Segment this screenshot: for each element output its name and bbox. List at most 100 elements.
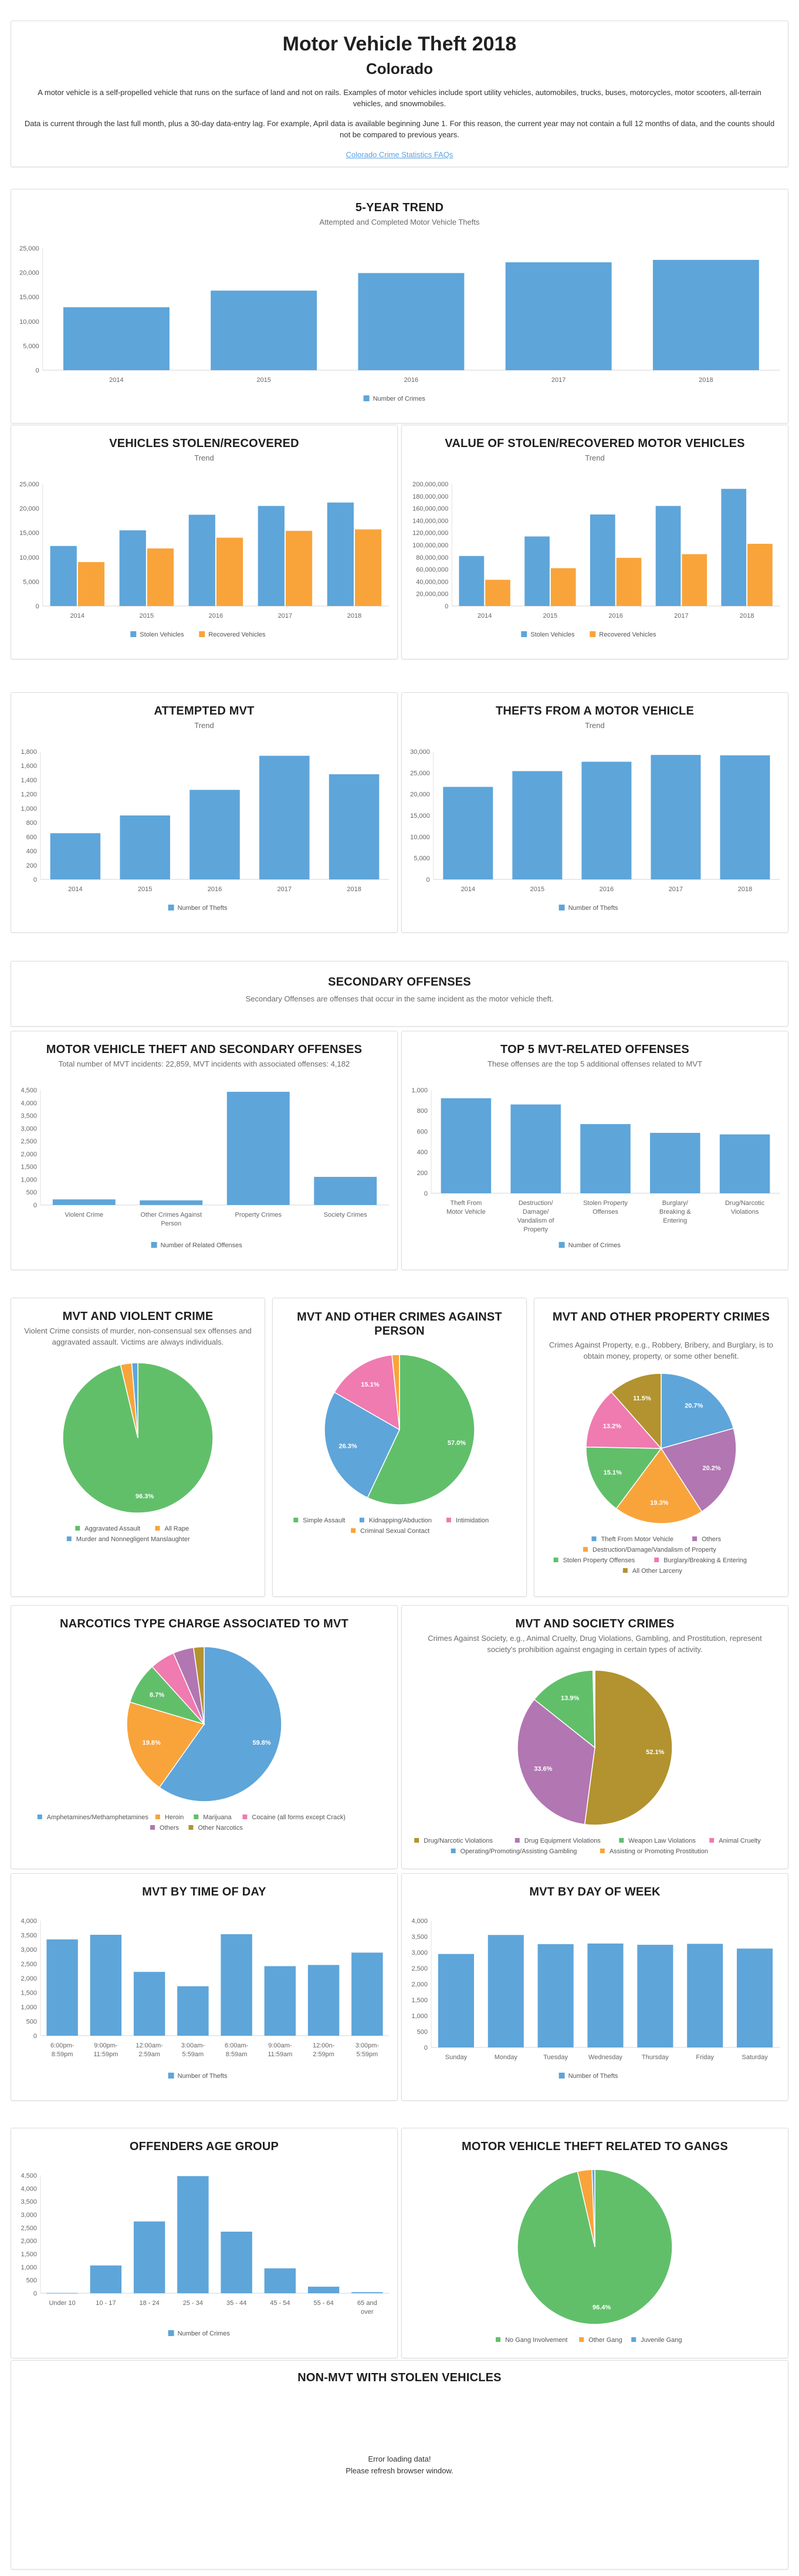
legend-label[interactable]: Number of Thefts	[568, 2073, 618, 2080]
bar-number-of-crimes-burglary-breaking-entering[interactable]	[650, 1133, 700, 1193]
legend-label[interactable]: Kidnapping/Abduction	[369, 1517, 432, 1524]
bar-number-of-thefts-3-00am-5-59am[interactable]	[177, 1986, 209, 2036]
pie-slice-simple-assault[interactable]	[367, 1354, 475, 1505]
legend-label[interactable]: Drug Equipment Violations	[524, 1837, 601, 1844]
pie-slice-amphetamines-methamphetamines[interactable]	[158, 1646, 282, 1802]
bar-number-of-crimes-2017[interactable]	[505, 262, 612, 370]
legend-label[interactable]: Number of Related Offenses	[161, 1242, 243, 1249]
bar-number-of-thefts-saturday[interactable]	[737, 1948, 773, 2047]
bar-recovered-vehicles-2015[interactable]	[147, 548, 174, 606]
bar-number-of-thefts-wednesday[interactable]	[587, 1943, 624, 2047]
bar-number-of-thefts-6-00am-8-59am[interactable]	[221, 1934, 252, 2036]
bar-number-of-crimes-18-24[interactable]	[133, 2221, 165, 2293]
legend-label[interactable]: Simple Assault	[303, 1517, 345, 1524]
bar-number-of-crimes-10-17[interactable]	[90, 2265, 122, 2293]
bar-stolen-vehicles-2014[interactable]	[459, 556, 485, 606]
bar-stolen-vehicles-2016[interactable]	[188, 514, 215, 606]
bar-recovered-vehicles-2016[interactable]	[216, 537, 243, 606]
pie-slice-all-other-larceny[interactable]	[611, 1373, 662, 1450]
legend-label[interactable]: Number of Thefts	[178, 2073, 228, 2080]
bar-recovered-vehicles-2016[interactable]	[616, 557, 642, 606]
pie-slice-other-narcotics[interactable]	[192, 1646, 205, 1725]
bar-stolen-vehicles-2015[interactable]	[119, 530, 146, 606]
bar-stolen-vehicles-2017[interactable]	[655, 506, 681, 606]
bar-number-of-related-offenses-society-crimes[interactable]	[314, 1177, 377, 1205]
legend-label[interactable]: Intimidation	[456, 1517, 489, 1524]
legend-label[interactable]: Burglary/Breaking & Entering	[663, 1557, 747, 1564]
bar-number-of-related-offenses-violent-crime[interactable]	[52, 1199, 116, 1205]
legend-label[interactable]: Animal Cruelty	[719, 1837, 761, 1844]
legend-label[interactable]: Marijuana	[203, 1814, 232, 1821]
pie-slice-destruction-damage-vandalism-of-property[interactable]	[615, 1447, 703, 1524]
bar-number-of-thefts-12-00n-2-59pm[interactable]	[307, 1965, 340, 2036]
bar-recovered-vehicles-2014[interactable]	[485, 580, 510, 606]
legend-label[interactable]: Juvenile Gang	[641, 2337, 682, 2344]
bar-number-of-crimes-2015[interactable]	[211, 290, 317, 370]
legend-label[interactable]: Cocaine (all forms except Crack)	[252, 1814, 346, 1821]
bar-number-of-crimes-35-44[interactable]	[221, 2232, 252, 2293]
pie-slice-others[interactable]	[660, 1427, 737, 1512]
legend-label[interactable]: Drug/Narcotic Violations	[424, 1837, 493, 1844]
bar-number-of-thefts-friday[interactable]	[687, 1944, 723, 2047]
legend-label[interactable]: Number of Crimes	[373, 395, 426, 402]
pie-slice-juvenile-gang[interactable]	[591, 2169, 595, 2247]
legend-label[interactable]: Criminal Sexual Contact	[360, 1528, 429, 1535]
legend-label[interactable]: Amphetamines/Methamphetamines	[47, 1814, 149, 1821]
bar-number-of-thefts-tuesday[interactable]	[537, 1944, 574, 2047]
bar-number-of-crimes-destruction-damage-vandalism-of-property[interactable]	[510, 1104, 561, 1193]
pie-slice-assisting-or-promoting-prostitution[interactable]	[594, 1670, 595, 1748]
bar-stolen-vehicles-2015[interactable]	[524, 536, 550, 606]
bar-number-of-thefts-2018[interactable]	[329, 774, 380, 879]
legend-label[interactable]: Aggravated Assault	[84, 1525, 140, 1532]
legend-label[interactable]: Weapon Law Violations	[628, 1837, 696, 1844]
legend-label[interactable]: Murder and Nonnegligent Manslaughter	[76, 1536, 190, 1543]
bar-number-of-crimes-stolen-property-offenses[interactable]	[580, 1124, 631, 1193]
bar-recovered-vehicles-2018[interactable]	[747, 543, 773, 606]
bar-number-of-thefts-2014[interactable]	[50, 833, 101, 879]
pie-slice-criminal-sexual-contact[interactable]	[391, 1354, 400, 1430]
bar-number-of-thefts-monday[interactable]	[487, 1935, 524, 2047]
bar-number-of-related-offenses-other-crimes-against-person[interactable]	[140, 1200, 203, 1205]
pie-slice-weapon-law-violations[interactable]	[533, 1670, 595, 1749]
legend-label[interactable]: Number of Thefts	[568, 905, 618, 912]
bar-recovered-vehicles-2015[interactable]	[550, 568, 576, 606]
legend-label[interactable]: Stolen Vehicles	[140, 631, 184, 638]
bar-number-of-thefts-2016[interactable]	[189, 790, 240, 879]
bar-number-of-crimes-55-64[interactable]	[307, 2286, 340, 2293]
bar-number-of-thefts-2018[interactable]	[720, 755, 770, 879]
bar-number-of-crimes-2018[interactable]	[652, 259, 759, 370]
bar-number-of-thefts-3-00pm-5-59pm[interactable]	[351, 1952, 383, 2036]
bar-number-of-thefts-sunday[interactable]	[438, 1954, 474, 2047]
legend-label[interactable]: Destruction/Damage/Vandalism of Property	[593, 1546, 716, 1553]
pie-slice-intimidation[interactable]	[333, 1354, 400, 1431]
bar-number-of-thefts-6-00pm-8-59pm[interactable]	[46, 1939, 78, 2036]
bar-number-of-thefts-9-00am-11-59am[interactable]	[264, 1966, 296, 2036]
bar-number-of-thefts-thursday[interactable]	[637, 1945, 673, 2047]
bar-recovered-vehicles-2014[interactable]	[77, 562, 105, 606]
legend-label[interactable]: Others	[702, 1536, 722, 1543]
bar-recovered-vehicles-2017[interactable]	[285, 530, 313, 606]
bar-number-of-thefts-2017[interactable]	[259, 756, 310, 879]
bar-stolen-vehicles-2018[interactable]	[721, 489, 747, 606]
pie-slice-theft-from-motor-vehicle[interactable]	[661, 1373, 734, 1449]
legend-label[interactable]: Other Gang	[588, 2337, 622, 2344]
pie-slice-kidnapping-abduction[interactable]	[324, 1392, 400, 1498]
bar-number-of-thefts-2016[interactable]	[581, 761, 632, 879]
faq-link[interactable]: Colorado Crime Statistics FAQs	[346, 150, 453, 159]
bar-number-of-thefts-2017[interactable]	[651, 754, 701, 879]
pie-slice-drug-equipment-violations[interactable]	[517, 1698, 595, 1825]
bar-number-of-crimes-45-54[interactable]	[264, 2268, 296, 2293]
legend-label[interactable]: Heroin	[165, 1814, 184, 1821]
legend-label[interactable]: No Gang Involvement	[505, 2337, 567, 2344]
legend-label[interactable]: All Other Larceny	[632, 1568, 682, 1575]
bar-number-of-thefts-12-00am-2-59am[interactable]	[133, 1972, 165, 2036]
bar-number-of-crimes-65-and-over[interactable]	[351, 2292, 383, 2293]
legend-label[interactable]: Theft From Motor Vehicle	[601, 1536, 674, 1543]
legend-label[interactable]: Other Narcotics	[198, 1824, 243, 1832]
pie-slice-heroin[interactable]	[126, 1701, 205, 1788]
legend-label[interactable]: Assisting or Promoting Prostitution	[610, 1848, 708, 1855]
legend-label[interactable]: Others	[160, 1824, 180, 1832]
pie-slice-murder-and-nonnegligent-manslaughter[interactable]	[131, 1362, 138, 1438]
pie-slice-stolen-property-offenses[interactable]	[585, 1446, 662, 1509]
bar-number-of-crimes-25-34[interactable]	[177, 2176, 209, 2293]
